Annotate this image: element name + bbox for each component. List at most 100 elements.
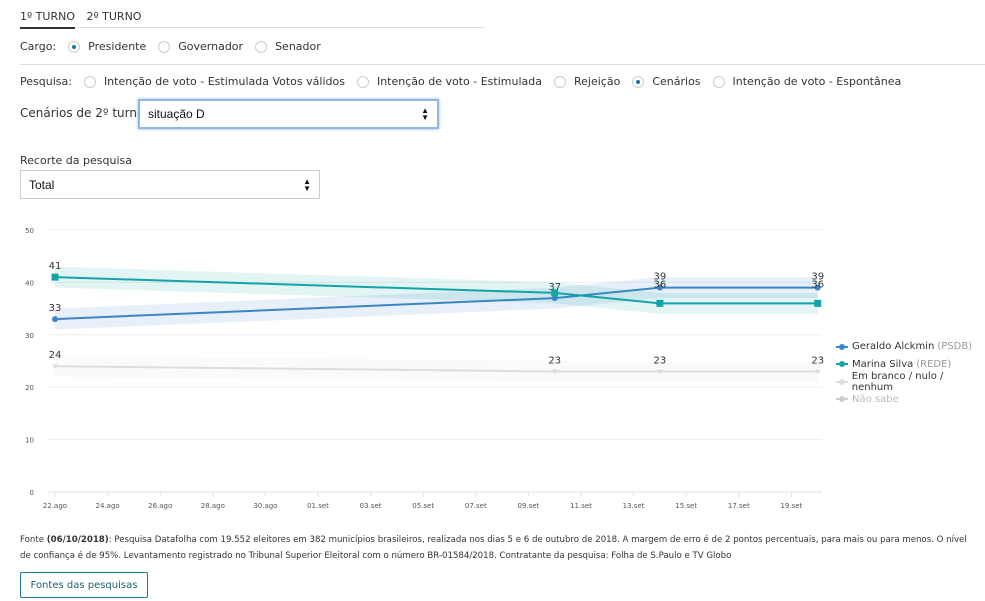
y-tick-label: 20 — [25, 384, 34, 392]
radio-rejeicao[interactable] — [554, 75, 566, 88]
data-point — [656, 299, 664, 307]
legend-item[interactable]: Em branco / nulo / nenhum — [836, 370, 985, 393]
x-tick-label: 11.set — [570, 502, 592, 510]
radio-estimulada[interactable] — [356, 75, 369, 88]
legend-swatch-icon — [836, 343, 848, 350]
data-point — [814, 369, 821, 375]
radio-label: Cenários — [652, 75, 701, 88]
legend-item[interactable]: Não sabe — [836, 391, 985, 409]
legend-swatch-icon — [836, 396, 848, 403]
legend-name: Em branco / nulo / nenhum — [851, 370, 944, 393]
y-tick-label: 30 — [25, 332, 34, 340]
radio-label: Intenção de voto - Estimulada — [376, 75, 542, 88]
data-label: 39 — [811, 272, 824, 283]
x-tick-label: 07.set — [465, 502, 487, 510]
margin-band — [55, 355, 818, 382]
data-point — [656, 284, 663, 291]
radio-senador[interactable] — [255, 40, 268, 53]
data-label: 37 — [548, 282, 561, 293]
data-label: 23 — [654, 355, 667, 366]
source-prefix: Fonte — [20, 535, 47, 545]
y-tick-label: 50 — [25, 227, 34, 235]
source-date: (06/10/2018) — [46, 535, 109, 545]
radio-label: Presidente — [88, 40, 147, 53]
select-arrows-icon: ▲ ▼ — [421, 106, 429, 122]
source-note: Fonte (06/10/2018): Pesquisa Datafolha c… — [20, 532, 980, 564]
series-line — [54, 276, 818, 305]
legend-swatch-icon — [836, 378, 848, 385]
x-tick-label: 17.set — [728, 502, 750, 510]
y-tick-label: 40 — [25, 279, 34, 287]
margin-band — [55, 266, 818, 314]
x-tick-label: 13.set — [623, 502, 645, 510]
y-tick-label: 0 — [30, 489, 34, 497]
series-line — [54, 286, 818, 321]
data-point — [551, 289, 559, 297]
radio-label: Senador — [275, 40, 321, 53]
pesquisa-group: Pesquisa: Intenção de voto - Estimulada … — [20, 75, 901, 88]
select-arrows-icon: ▲ ▼ — [303, 176, 311, 193]
legend-party: (PSDB) — [937, 341, 973, 353]
x-tick-label: 09.set — [517, 502, 539, 510]
data-label: 36 — [654, 279, 667, 290]
chart-legend: Geraldo Alckmin (PSDB) Marina Silva (REDE… — [836, 338, 985, 408]
tab-1-turno[interactable]: 1º TURNO — [20, 10, 75, 29]
data-label: 33 — [49, 303, 62, 314]
legend-name: Não sabe — [852, 393, 899, 405]
data-point — [656, 369, 663, 375]
series-line — [54, 365, 818, 373]
x-tick-label: 28.ago — [201, 502, 225, 510]
data-point — [551, 295, 558, 302]
legend-name: Marina Silva — [852, 358, 914, 370]
x-tick-label: 26.ago — [148, 502, 172, 510]
radio-label: Intenção de voto - Espontânea — [732, 75, 902, 88]
data-point — [51, 273, 59, 281]
data-point — [52, 316, 58, 323]
cenarios-value: situação D — [148, 107, 205, 121]
radio-votos-validos[interactable] — [83, 75, 96, 88]
legend-name: Geraldo Alckmin — [852, 341, 935, 353]
data-point — [551, 369, 558, 375]
data-label: 24 — [49, 350, 62, 361]
data-point — [814, 299, 822, 307]
source-text: : Pesquisa Datafolha com 19.552 eleitore… — [20, 535, 967, 561]
radio-label: Governador — [178, 40, 244, 53]
radio-cenarios[interactable] — [632, 75, 645, 88]
legend-item[interactable]: Marina Silva (REDE) — [836, 356, 985, 374]
x-tick-label: 19.set — [780, 502, 802, 510]
radio-label: Intenção de voto - Estimulada Votos váli… — [103, 75, 345, 88]
cenarios-label: Cenários de 2º turno: — [20, 106, 149, 120]
data-label: 41 — [49, 261, 62, 272]
tab-2-turno[interactable]: 2º TURNO — [86, 10, 142, 23]
x-tick-label: 01.set — [307, 502, 329, 510]
data-label: 39 — [654, 272, 667, 283]
legend-party: (REDE) — [916, 358, 952, 370]
x-tick-label: 24.ago — [96, 502, 120, 510]
recorte-label: Recorte da pesquisa — [20, 154, 132, 167]
cargo-group: Cargo: Presidente Governador Senador — [20, 40, 321, 53]
x-tick-label: 22.ago — [43, 502, 67, 510]
data-point — [52, 364, 58, 370]
recorte-select[interactable]: Total ▲ ▼ — [20, 170, 320, 199]
recorte-value: Total — [29, 177, 55, 192]
x-tick-label: 30.ago — [253, 502, 277, 510]
data-label: 23 — [811, 355, 824, 366]
round-tabs: 1º TURNO 2º TURNO — [20, 10, 485, 29]
cargo-label: Cargo: — [20, 40, 57, 53]
radio-governador[interactable] — [158, 40, 171, 53]
fontes-button[interactable]: Fontes das pesquisas — [20, 572, 148, 598]
pesquisa-label: Pesquisa: — [20, 75, 72, 88]
data-label: 23 — [548, 355, 561, 366]
data-point — [814, 284, 821, 291]
radio-label: Rejeição — [574, 75, 621, 88]
radio-presidente[interactable] — [68, 40, 81, 53]
legend-item[interactable]: Geraldo Alckmin (PSDB) — [836, 338, 985, 356]
y-tick-label: 10 — [25, 437, 34, 445]
divider — [20, 64, 985, 65]
cenarios-select[interactable]: situação D ▲ ▼ — [138, 99, 439, 129]
x-tick-label: 05.set — [412, 502, 434, 510]
x-tick-label: 03.set — [360, 502, 382, 510]
data-label: 36 — [811, 279, 824, 290]
legend-swatch-icon — [836, 361, 848, 368]
radio-espontanea[interactable] — [712, 75, 725, 88]
